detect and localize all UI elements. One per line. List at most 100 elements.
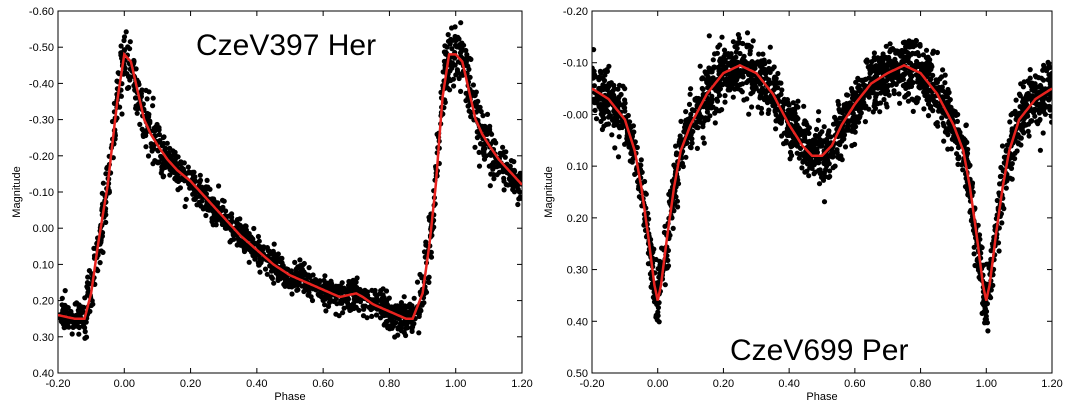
right-data-point	[935, 123, 941, 129]
left-data-point	[142, 132, 148, 138]
right-data-point	[678, 118, 684, 124]
right-data-point	[730, 56, 736, 62]
left-data-point	[326, 299, 333, 306]
left-data-point	[502, 154, 508, 160]
right-data-point	[884, 104, 890, 110]
left-data-point	[336, 287, 342, 294]
right-data-point	[825, 157, 831, 164]
right-data-point	[940, 67, 946, 73]
right-data-point	[948, 104, 954, 110]
right-data-point	[1013, 97, 1019, 103]
right-data-point	[622, 86, 628, 92]
left-data-point	[516, 189, 522, 195]
left-data-point	[448, 77, 454, 84]
right-data-point	[1013, 116, 1019, 122]
right-data-point	[606, 63, 612, 69]
left-data-point	[278, 255, 284, 262]
left-data-point	[341, 305, 347, 311]
right-y-tick-label: -0.10	[563, 58, 588, 70]
left-data-point	[306, 265, 312, 271]
right-data-point	[853, 79, 859, 85]
right-data-point	[642, 190, 648, 196]
right-data-point	[615, 154, 622, 160]
left-data-point	[515, 201, 521, 208]
right-data-point	[921, 84, 927, 91]
right-data-point	[999, 220, 1005, 226]
right-data-point	[760, 51, 766, 57]
right-data-point	[827, 168, 833, 174]
left-data-point	[242, 243, 248, 249]
left-data-point	[143, 144, 149, 150]
right-data-point	[694, 145, 701, 151]
left-data-point	[216, 183, 222, 189]
right-data-point	[686, 101, 693, 107]
left-data-point	[162, 146, 168, 152]
left-data-point	[157, 138, 163, 144]
right-data-point	[876, 58, 882, 65]
right-data-point	[994, 197, 1000, 204]
left-data-point	[508, 158, 514, 164]
left-data-point	[354, 275, 360, 281]
left-data-point	[199, 198, 205, 204]
right-data-point	[1032, 113, 1038, 119]
right-data-point	[597, 68, 604, 74]
right-data-point	[712, 120, 718, 126]
right-data-point	[936, 84, 942, 91]
left-data-point	[289, 291, 295, 297]
left-data-point	[310, 278, 316, 284]
right-data-point	[762, 67, 768, 73]
right-data-point	[913, 38, 920, 44]
left-data-point	[456, 75, 462, 82]
right-data-point	[721, 66, 727, 72]
left-data-point	[284, 279, 291, 285]
right-data-point	[925, 101, 932, 107]
right-data-point	[1040, 67, 1046, 73]
right-data-point	[1027, 67, 1033, 73]
right-data-point	[806, 173, 812, 179]
right-x-tick-label: 1.20	[1041, 378, 1062, 390]
right-data-point	[819, 129, 825, 135]
right-data-point	[1047, 73, 1052, 79]
right-data-point	[700, 121, 706, 127]
right-data-point	[766, 81, 772, 87]
right-data-point	[896, 78, 902, 84]
right-data-point	[887, 58, 893, 65]
right-data-point	[592, 107, 598, 113]
right-data-point	[750, 89, 756, 95]
right-data-point	[727, 87, 733, 93]
right-data-point	[999, 143, 1006, 149]
left-data-point	[268, 268, 275, 274]
left-data-point	[78, 306, 84, 313]
left-data-point	[181, 160, 187, 166]
left-data-point	[388, 315, 394, 321]
right-data-point	[870, 109, 876, 115]
right-data-point	[891, 74, 897, 80]
left-data-point	[409, 303, 415, 309]
right-data-point	[923, 47, 930, 53]
right-data-point	[825, 132, 831, 138]
left-data-point	[123, 29, 129, 35]
right-data-point	[592, 69, 596, 75]
left-data-point	[464, 52, 470, 58]
left-data-point	[458, 20, 464, 26]
left-data-point	[468, 114, 474, 120]
right-x-axis-title: Phase	[806, 391, 837, 403]
right-data-point	[759, 110, 765, 116]
right-data-point	[775, 70, 781, 77]
left-data-point	[445, 31, 451, 38]
left-data-point	[340, 310, 346, 316]
right-data-point	[787, 149, 794, 155]
right-data-point	[705, 96, 711, 102]
left-data-point	[361, 306, 367, 312]
right-data-point	[744, 79, 750, 86]
right-data-point	[753, 61, 759, 67]
left-data-point	[500, 150, 507, 156]
right-data-point	[710, 57, 716, 63]
right-data-point	[702, 115, 709, 121]
right-data-point	[739, 69, 745, 75]
right-data-point	[927, 77, 933, 83]
right-data-point	[821, 199, 828, 205]
right-data-point	[766, 59, 772, 65]
right-data-point	[927, 64, 933, 70]
left-data-point	[223, 225, 229, 231]
